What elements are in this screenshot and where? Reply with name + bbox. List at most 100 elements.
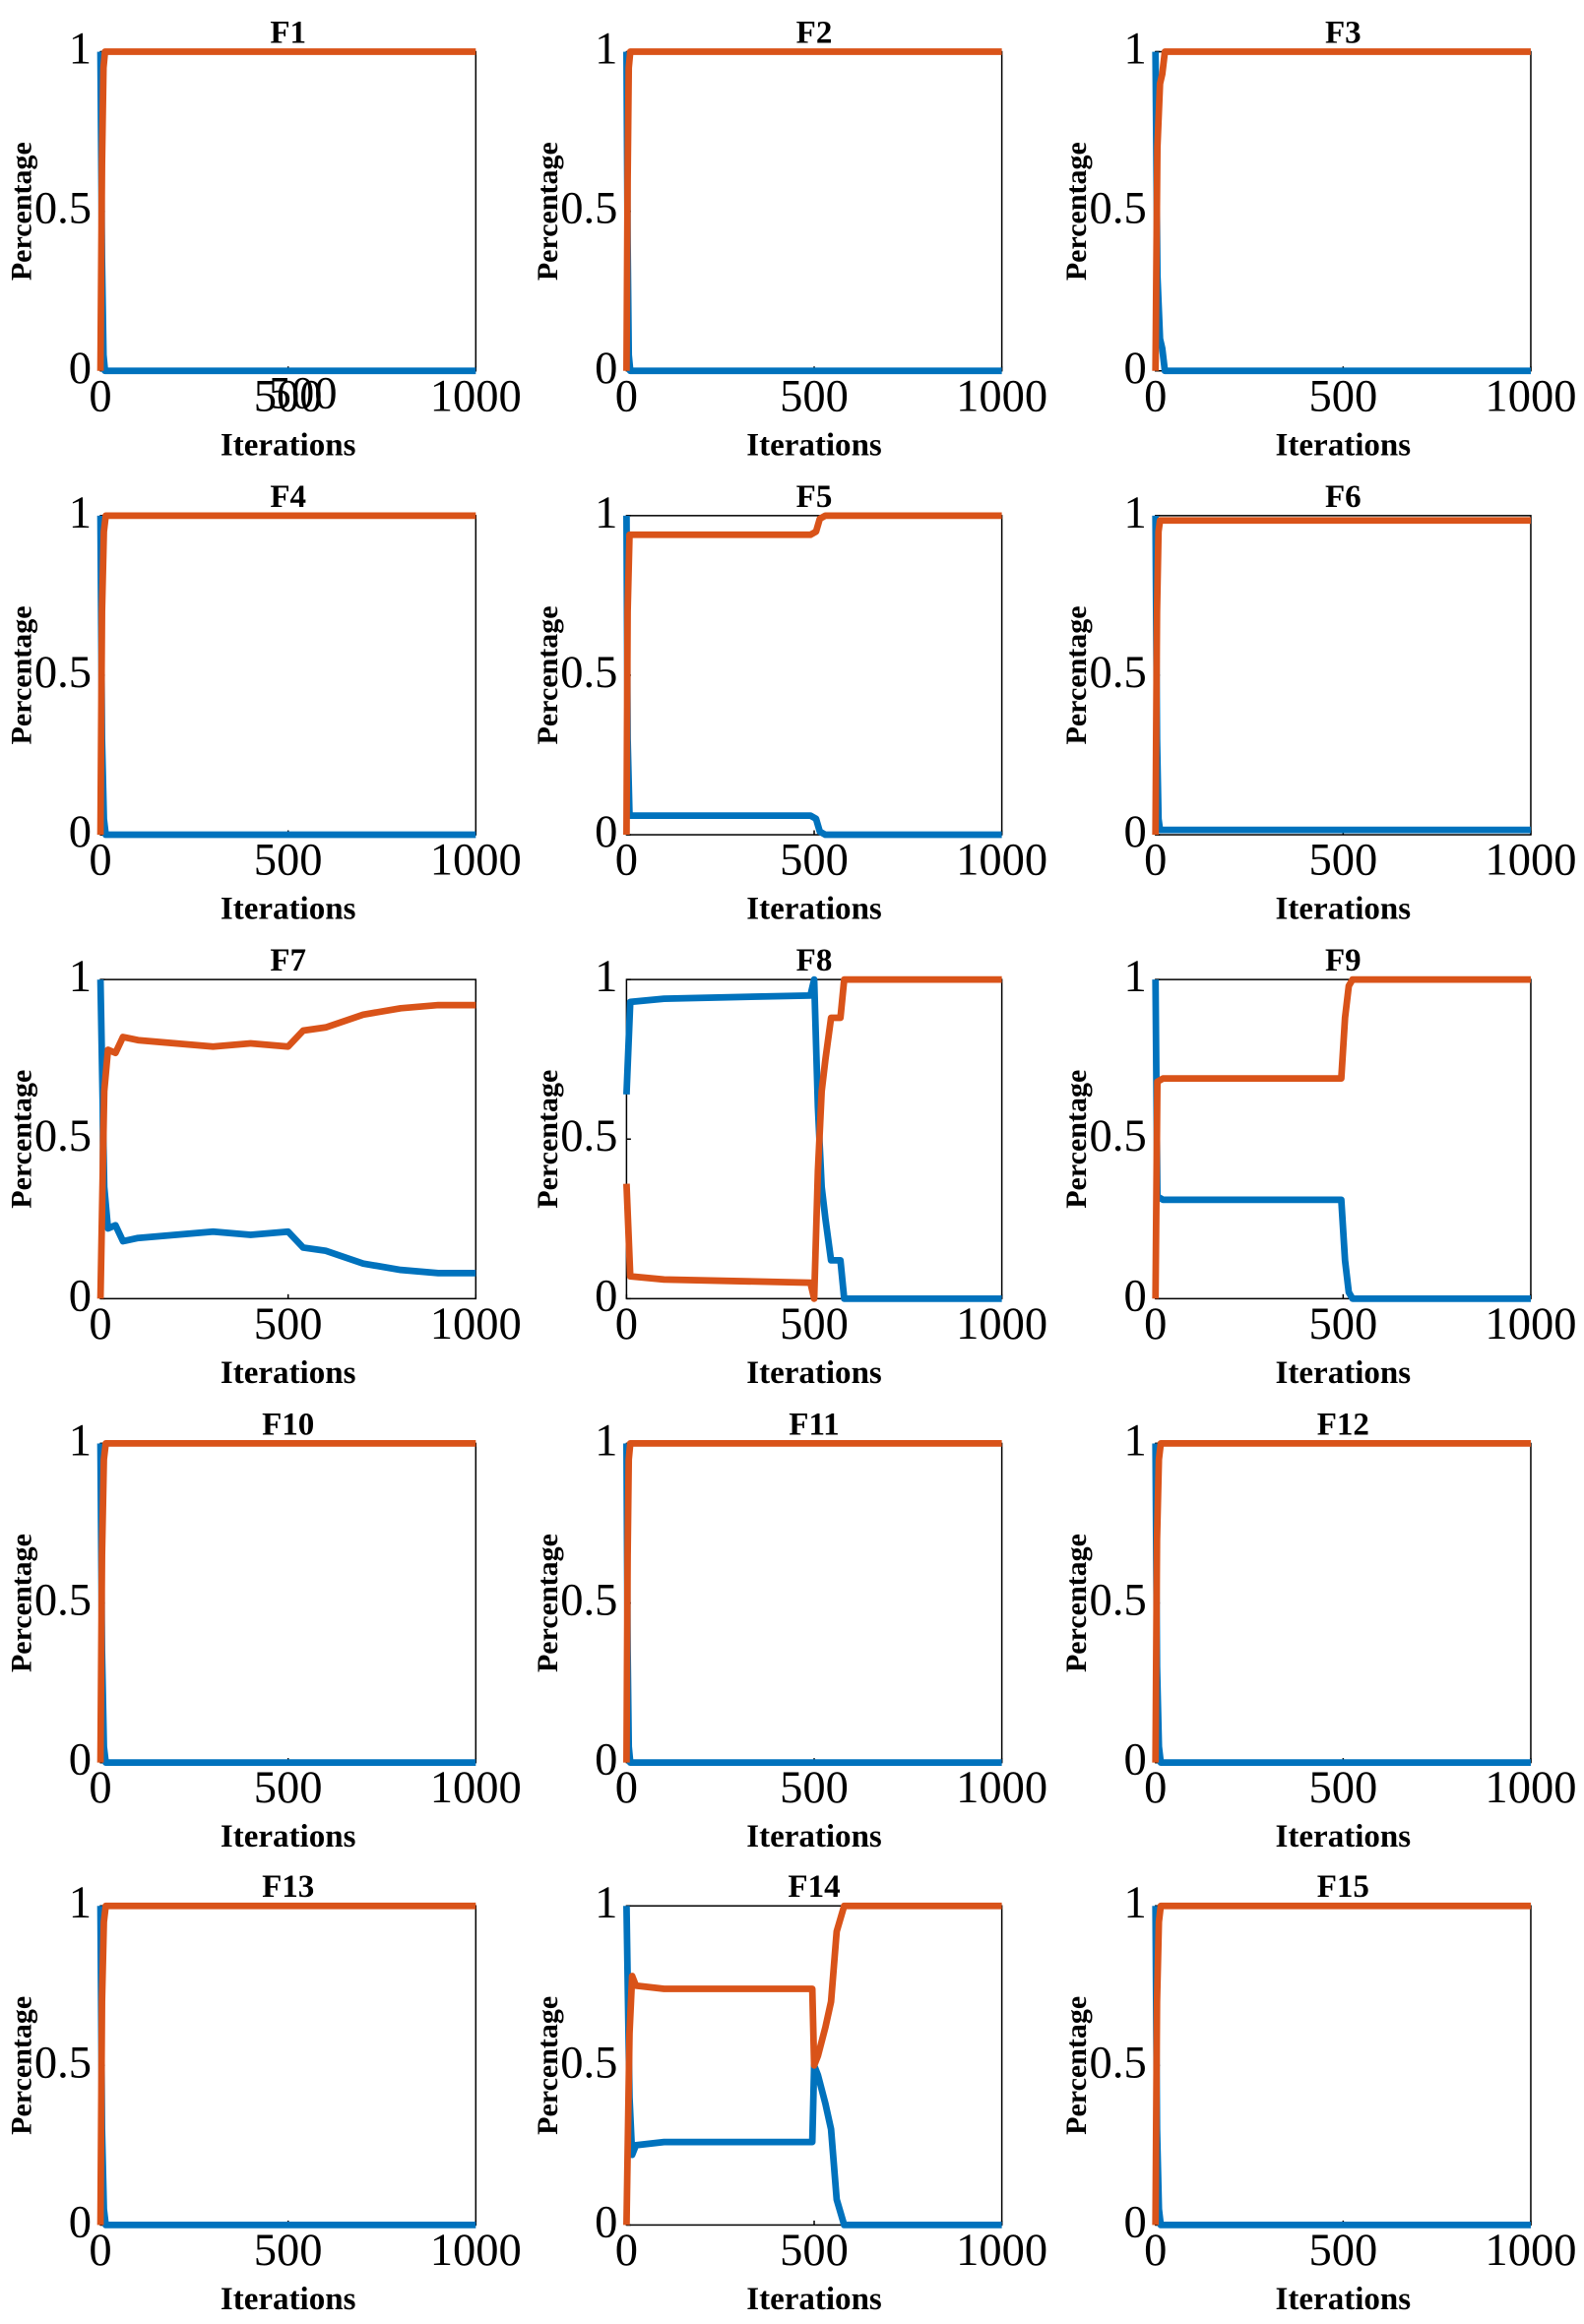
y-tick-label: 0 (595, 344, 617, 394)
series-line-2 (96, 512, 476, 836)
y-tick-label: 0.5 (560, 1576, 617, 1626)
y-tick-label: 1 (1123, 488, 1146, 538)
series-line-2 (1152, 1902, 1531, 2226)
y-axis-label: Percentage (532, 142, 564, 281)
y-tick-label: 1 (69, 488, 92, 538)
y-tick-label: 0 (69, 1735, 92, 1786)
series-line-1 (96, 1906, 476, 2229)
y-tick-label: 0 (1123, 807, 1146, 857)
y-axis-label: Percentage (532, 1996, 564, 2135)
series-line-1 (623, 1443, 1002, 1767)
y-tick-label: 0 (595, 2197, 617, 2247)
series-line-1 (96, 51, 476, 375)
y-tick-label: 0.5 (34, 2038, 92, 2088)
x-tick-label: 500 (254, 2226, 323, 2276)
y-axis-label: Percentage (532, 1534, 564, 1672)
x-axis-label: Iterations (746, 1355, 882, 1391)
x-axis-label: Iterations (221, 2282, 356, 2317)
y-tick-label: 1 (69, 1415, 92, 1466)
x-axis-label: Iterations (746, 892, 882, 927)
x-tick-label: 1000 (1485, 371, 1576, 421)
x-tick-label: 1000 (1485, 2226, 1576, 2276)
y-axis-label: Percentage (532, 605, 564, 744)
series-line-2 (1152, 1440, 1531, 1763)
y-tick-label: 0 (69, 807, 92, 857)
series-line-1 (1152, 515, 1531, 834)
series-line-2 (96, 48, 476, 371)
chart-title: F11 (789, 1407, 839, 1442)
chart-title: F14 (788, 1869, 840, 1905)
x-tick-label: 500 (780, 1763, 849, 1813)
series-line-2 (623, 48, 1002, 371)
series-line-1 (1152, 1906, 1531, 2229)
y-tick-label: 0.5 (1090, 1576, 1147, 1626)
x-tick-label: 0 (1144, 2226, 1167, 2276)
x-axis-label: Iterations (221, 1355, 356, 1391)
x-tick-label: 1000 (956, 836, 1047, 886)
series-line-1 (623, 975, 1002, 1302)
y-tick-label: 1 (1123, 952, 1146, 1002)
x-tick-label: 500 (254, 836, 323, 886)
x-tick-label: 1000 (956, 2226, 1047, 2276)
series-line-2 (96, 1001, 476, 1299)
x-tick-label: 500 (780, 1299, 849, 1350)
plot-frame (99, 978, 477, 1300)
x-axis-label: Iterations (1276, 2282, 1412, 2317)
x-tick-label: 0 (89, 836, 111, 886)
series-line-2 (623, 975, 1002, 1302)
y-axis-label: Percentage (1060, 1996, 1093, 2135)
y-tick-label: 0.5 (560, 648, 617, 698)
y-tick-label: 1 (69, 25, 92, 75)
x-tick-label: 1000 (956, 1763, 1047, 1813)
plot-frame (1154, 1905, 1532, 2227)
y-tick-label: 0.5 (34, 1111, 92, 1162)
series-line-2 (1152, 517, 1531, 836)
series-line-2 (623, 1902, 1002, 2226)
x-axis-label: Iterations (746, 1819, 882, 1854)
x-axis-label: Iterations (1276, 1819, 1412, 1854)
y-axis-label: Percentage (1060, 142, 1093, 281)
plot-frame (99, 1442, 477, 1764)
plot-frame (625, 1905, 1003, 2227)
y-tick-label: 0.5 (34, 648, 92, 698)
y-tick-label: 1 (595, 25, 617, 75)
x-tick-label: 0 (615, 2226, 638, 2276)
series-line-1 (623, 51, 1002, 375)
series-line-1 (1152, 979, 1531, 1302)
series-line-2 (1152, 48, 1531, 371)
x-tick-label: 1000 (430, 1299, 522, 1350)
y-tick-label: 1 (595, 1415, 617, 1466)
y-axis-label: Percentage (532, 1070, 564, 1209)
x-tick-label: 0 (1144, 836, 1167, 886)
plot-frame (625, 50, 1003, 372)
y-tick-label: 1 (595, 1878, 617, 1928)
x-tick-label: 1000 (430, 836, 522, 886)
plot-frame (1154, 978, 1532, 1300)
y-axis-label: Percentage (6, 142, 38, 281)
x-tick-label: 1000 (430, 371, 522, 421)
x-tick-label: 0 (615, 836, 638, 886)
plot-frame (1154, 515, 1532, 836)
y-tick-label: 0 (69, 2197, 92, 2247)
y-tick-label: 0.5 (560, 1111, 617, 1162)
plot-frame (99, 515, 477, 836)
plot-frame (625, 515, 1003, 836)
x-tick-label: 0 (1144, 371, 1167, 421)
y-tick-label: 0.5 (560, 2038, 617, 2088)
x-tick-label: 0 (615, 371, 638, 421)
series-line-1 (623, 515, 1002, 839)
y-axis-label: Percentage (1060, 1070, 1093, 1209)
y-tick-label: 0 (69, 1271, 92, 1321)
x-tick-label: 500 (780, 836, 849, 886)
x-axis-label: Iterations (1276, 1355, 1412, 1391)
x-tick-label: 1000 (956, 371, 1047, 421)
x-tick-label: 1000 (430, 1763, 522, 1813)
x-tick-label: 1000 (430, 2226, 522, 2276)
